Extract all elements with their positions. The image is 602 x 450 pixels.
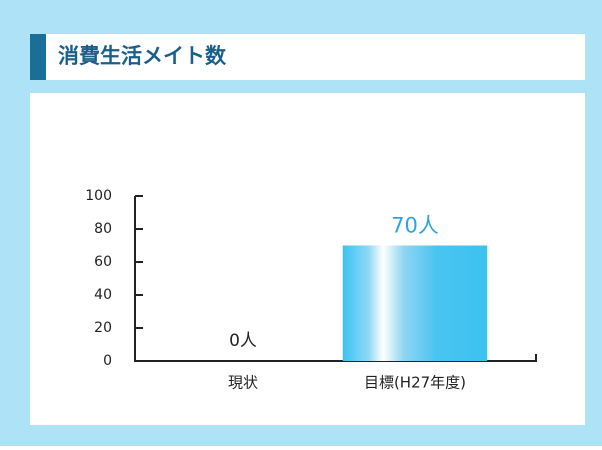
value-label: 0人: [229, 331, 257, 351]
y-tick-label: 80: [94, 221, 112, 237]
y-tick-label: 40: [94, 287, 112, 303]
title-accent: [30, 34, 46, 80]
y-tick-label: 20: [94, 320, 112, 336]
chart-panel: [30, 93, 585, 425]
title-box: [30, 34, 585, 80]
x-tick-label: 目標(H27年度): [364, 374, 466, 392]
chart-title: 消費生活メイト数: [58, 44, 227, 68]
y-tick-label: 100: [85, 188, 112, 204]
bar: [342, 245, 488, 361]
y-tick-label: 0: [103, 353, 112, 369]
x-tick-label: 現状: [228, 374, 258, 392]
value-label: 70人: [391, 214, 439, 238]
y-tick-label: 60: [94, 254, 112, 270]
